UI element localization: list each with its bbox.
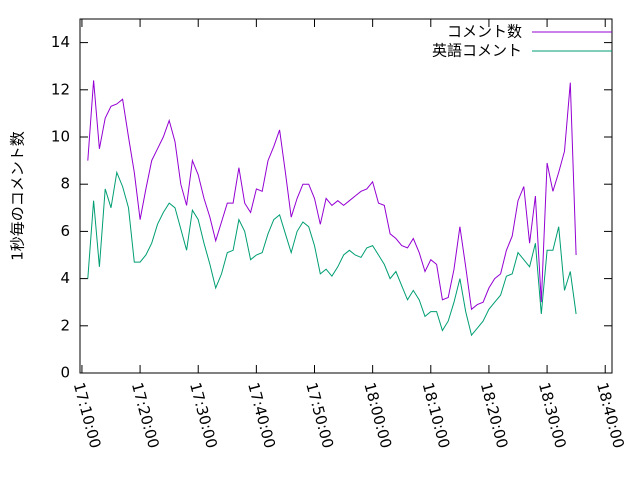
x-tick-label: 18:10:00 [419, 381, 454, 451]
plot-frame [79, 18, 613, 374]
x-tick-label: 17:10:00 [70, 381, 105, 451]
y-tick-label: 10 [51, 128, 70, 146]
y-tick-label: 8 [60, 175, 70, 193]
x-tick-label: 17:50:00 [302, 381, 337, 451]
y-tick-label: 14 [51, 33, 70, 51]
x-tick-label: 18:20:00 [477, 381, 512, 451]
series-line [87, 80, 577, 311]
x-tick-label: 18:30:00 [535, 381, 570, 451]
x-tick-label: 17:20:00 [128, 381, 163, 451]
x-tick-label: 17:40:00 [244, 381, 279, 451]
x-tick-label: 18:40:00 [593, 381, 628, 451]
y-tick-label: 4 [60, 269, 70, 287]
y-axis-label: 1秒毎のコメント数 [9, 131, 27, 261]
x-tick-label: 18:00:00 [360, 381, 395, 451]
y-tick-label: 12 [51, 80, 70, 98]
x-tick-label: 17:30:00 [186, 381, 221, 451]
y-tick-label: 0 [60, 364, 70, 382]
y-tick-label: 6 [60, 222, 70, 240]
legend-label: 英語コメント [432, 42, 522, 60]
series-line [87, 170, 577, 337]
y-tick-label: 2 [60, 316, 70, 334]
legend-label: コメント数 [447, 23, 522, 41]
